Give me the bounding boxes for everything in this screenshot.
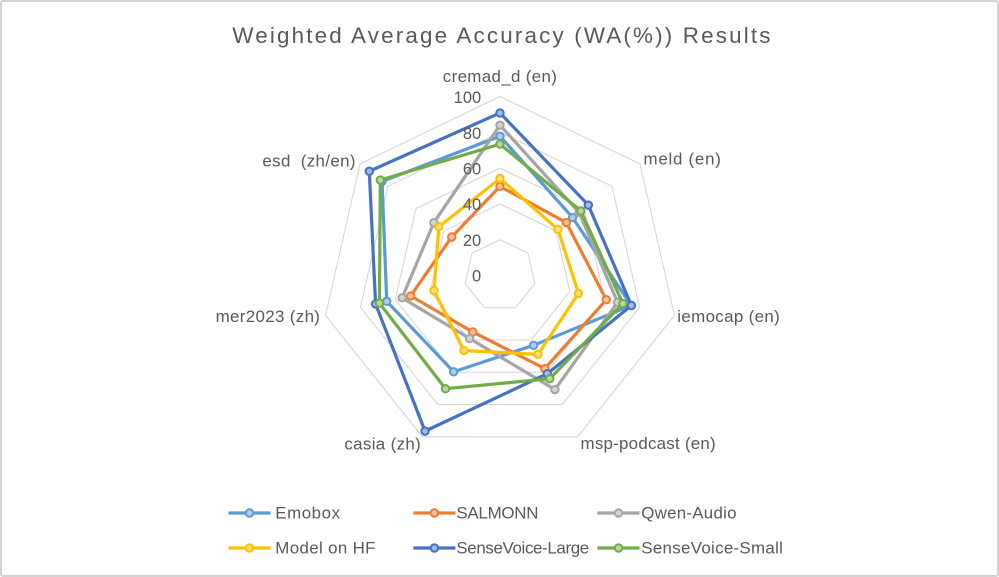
svg-text:Emobox: Emobox (275, 503, 340, 522)
svg-text:iemocap (en): iemocap (en) (677, 307, 780, 326)
svg-text:40: 40 (463, 196, 481, 214)
svg-text:msp-podcast (en): msp-podcast (en) (581, 434, 716, 453)
svg-text:Qwen-Audio: Qwen-Audio (641, 503, 736, 522)
svg-text:esd (zh/en): esd (zh/en) (262, 151, 355, 170)
svg-text:0: 0 (472, 268, 481, 286)
svg-text:60: 60 (463, 161, 481, 179)
svg-text:meld (en): meld (en) (644, 150, 722, 169)
svg-text:Model on HF: Model on HF (275, 538, 376, 557)
svg-text:SenseVoice-Large: SenseVoice-Large (456, 538, 588, 557)
svg-text:100: 100 (454, 89, 482, 107)
svg-text:SenseVoice-Small: SenseVoice-Small (641, 538, 783, 557)
svg-text:SALMONN: SALMONN (456, 503, 538, 522)
svg-text:80: 80 (463, 125, 481, 143)
svg-text:20: 20 (463, 232, 481, 250)
svg-text:mer2023 (zh): mer2023 (zh) (216, 307, 321, 326)
svg-text:Weighted Average Accuracy (WA(: Weighted Average Accuracy (WA(%)) Result… (232, 23, 772, 48)
svg-text:cremad_d (en): cremad_d (en) (443, 67, 557, 86)
svg-text:casia (zh): casia (zh) (344, 435, 421, 454)
